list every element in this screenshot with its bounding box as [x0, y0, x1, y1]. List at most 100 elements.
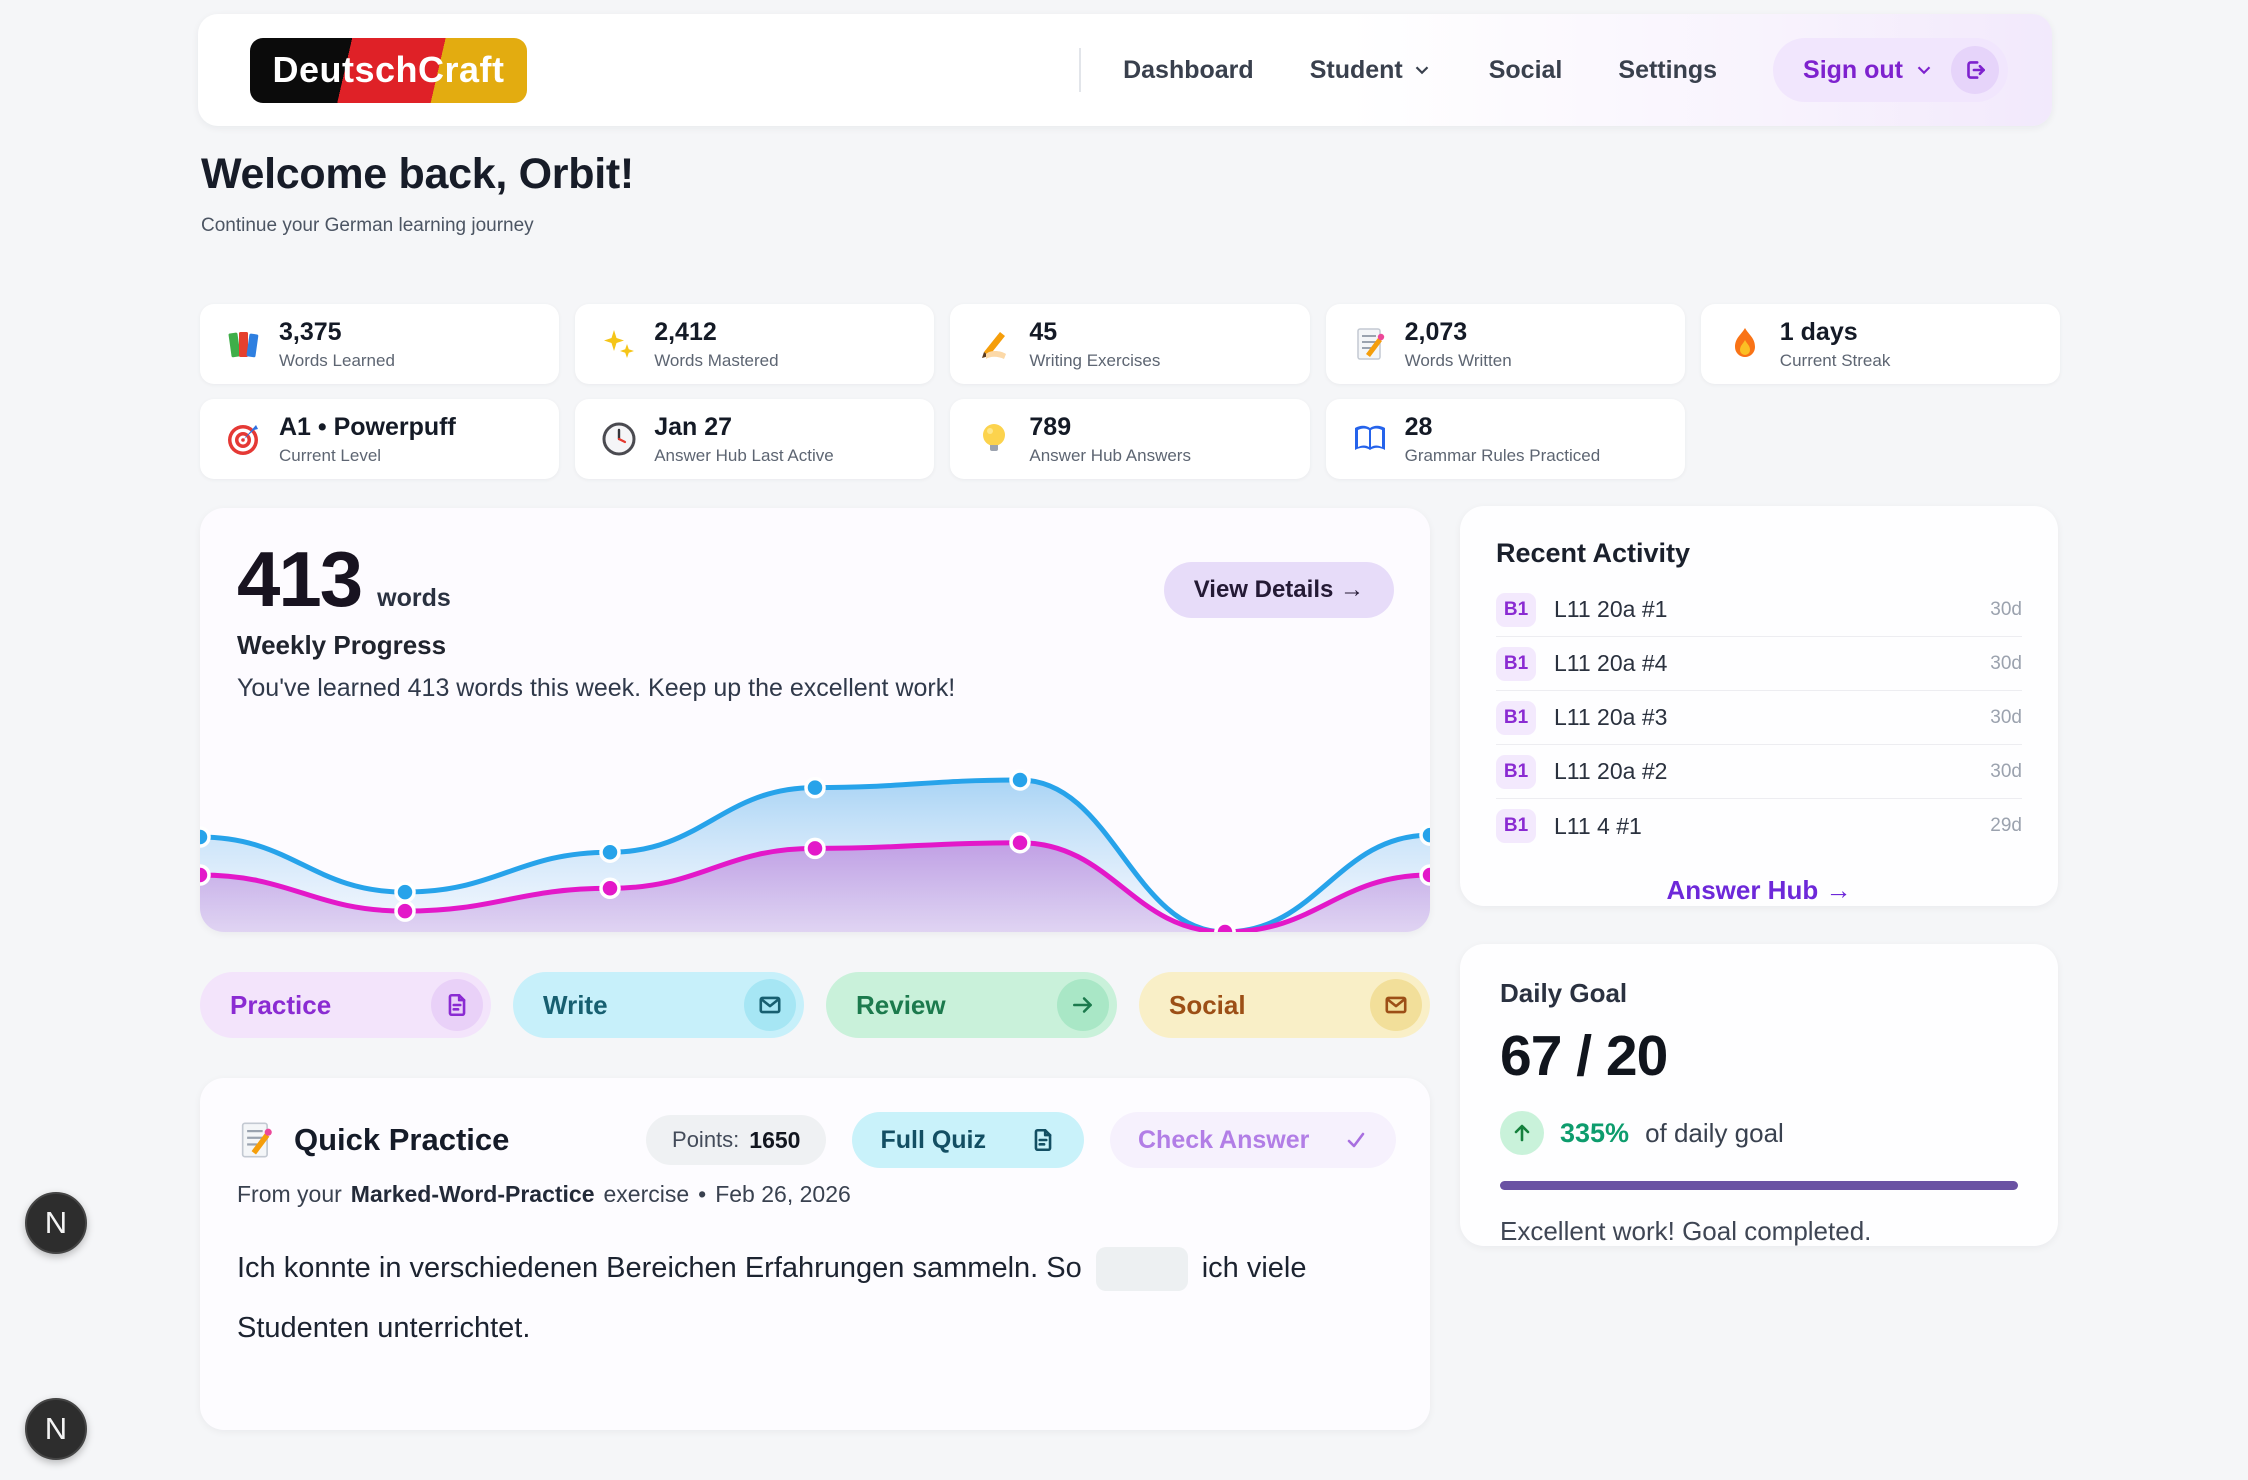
- stat-value: 2,073: [1404, 317, 1468, 346]
- nav-item-settings[interactable]: Settings: [1618, 55, 1718, 84]
- envelope-icon: [1370, 979, 1422, 1031]
- daily-goal-title: Daily Goal: [1500, 978, 1628, 1008]
- stat-label: Answer Hub Last Active: [654, 445, 834, 465]
- stat-value: A1 • Powerpuff: [279, 412, 456, 441]
- recent-activity-card: Recent Activity B1 L11 20a #1 30d B1 L11…: [1460, 506, 2058, 906]
- chevron-down-icon: [1415, 66, 1429, 75]
- logout-icon-button[interactable]: [1951, 46, 1999, 94]
- daily-goal-card: Daily Goal 67 / 20 335% of daily goal Ex…: [1460, 944, 2058, 1246]
- nav-divider: [1079, 48, 1082, 92]
- quick-practice-actions: Points: 1650 Full Quiz Check Answer: [646, 1112, 1396, 1168]
- stat-label: Words Learned: [279, 350, 395, 370]
- stat-card-words-mastered: 2,412 Words Mastered: [575, 304, 935, 384]
- exercise-source-line: From your Marked-Word-Practice exercise …: [237, 1181, 851, 1207]
- progress-unit: words: [377, 584, 451, 612]
- weekly-progress-chart: [200, 769, 1430, 932]
- fire-icon: [1734, 328, 1755, 357]
- stat-label: Writing Exercises: [1029, 350, 1161, 370]
- recent-activity-list: B1 L11 20a #1 30d B1 L11 20a #4 30d B1 L…: [1496, 583, 2022, 853]
- target-icon: [228, 425, 258, 455]
- points-badge: Points: 1650: [646, 1115, 827, 1165]
- logout-icon: [1967, 61, 1985, 79]
- stat-card-answer-hub-answers: 789 Answer Hub Answers: [950, 399, 1310, 479]
- main-nav: Dashboard Student Social Settings Sign o…: [1079, 38, 2052, 102]
- progress-heading: Weekly Progress: [237, 630, 447, 660]
- stat-card-current-streak: 1 days Current Streak: [1700, 304, 2060, 384]
- stat-card-writing-exercises: 45 Writing Exercises: [950, 304, 1310, 384]
- list-item[interactable]: B1 L11 4 #1 29d: [1496, 799, 2022, 853]
- nav-item-dashboard[interactable]: Dashboard: [1123, 55, 1254, 84]
- level-badge: B1: [1496, 754, 1536, 789]
- writing-hand-icon: [982, 332, 1007, 359]
- recent-activity-title: Recent Activity: [1496, 538, 1691, 568]
- stat-card-current-level: A1 • Powerpuff Current Level: [200, 399, 560, 479]
- daily-goal-progress-bar: [1500, 1181, 2018, 1190]
- stats-grid: 3,375 Words Learned 2,412 Words Mastered…: [200, 304, 2060, 479]
- stat-card-answer-hub-last-active: Jan 27 Answer Hub Last Active: [575, 399, 935, 479]
- books-icon: [228, 332, 259, 358]
- stat-value: 45: [1029, 317, 1058, 346]
- page-title: Welcome back, Orbit!: [201, 150, 634, 198]
- nav-item-social[interactable]: Social: [1488, 55, 1563, 84]
- stat-value: Jan 27: [654, 412, 733, 441]
- stat-label: Answer Hub Answers: [1029, 445, 1191, 465]
- stat-card-grammar-rules: 28 Grammar Rules Practiced: [1325, 399, 1685, 479]
- arrow-up-icon: [1500, 1111, 1544, 1155]
- full-quiz-button[interactable]: Full Quiz: [852, 1112, 1084, 1168]
- quick-practice-card: Quick Practice Points: 1650 Full Quiz Ch…: [200, 1078, 1430, 1430]
- page-subtitle: Continue your German learning journey: [201, 215, 534, 236]
- stat-value: 28: [1404, 412, 1433, 441]
- stat-value: 2,412: [654, 317, 717, 346]
- sign-out-label: Sign out: [1803, 55, 1903, 84]
- practice-button[interactable]: Practice: [200, 972, 491, 1038]
- weekly-progress-card: 413 words Weekly Progress You've learned…: [200, 508, 1430, 932]
- daily-goal-percent: 335%: [1560, 1117, 1630, 1148]
- chevron-down-icon: [1917, 66, 1931, 75]
- points-value: 1650: [749, 1126, 801, 1153]
- dev-overlay-button[interactable]: N: [25, 1192, 87, 1254]
- answer-hub-link[interactable]: Answer Hub →: [1666, 875, 1852, 905]
- list-item[interactable]: B1 L11 20a #2 30d: [1496, 745, 2022, 799]
- document-icon: [431, 979, 483, 1031]
- bulb-icon: [983, 424, 1006, 451]
- quick-practice-title-row: Quick Practice: [236, 1120, 509, 1160]
- stat-label: Current Level: [279, 445, 382, 465]
- review-button[interactable]: Review: [826, 972, 1117, 1038]
- open-book-icon: [1354, 425, 1385, 450]
- memo-icon: [241, 1122, 272, 1158]
- list-item[interactable]: B1 L11 20a #1 30d: [1496, 583, 2022, 637]
- brand-logo[interactable]: DeutschCraft: [250, 37, 527, 103]
- clock-icon: [602, 422, 636, 456]
- answer-blank-input[interactable]: [1095, 1247, 1188, 1292]
- list-item[interactable]: B1 L11 20a #4 30d: [1496, 637, 2022, 691]
- stat-label: Current Streak: [1779, 350, 1891, 370]
- write-button[interactable]: Write: [513, 972, 804, 1038]
- welcome-section: Welcome back, Orbit! Continue your Germa…: [201, 150, 634, 237]
- arrow-right-icon: [1057, 979, 1109, 1031]
- quick-practice-title: Quick Practice: [294, 1122, 510, 1157]
- stat-card-words-written: 2,073 Words Written: [1325, 304, 1685, 384]
- check-icon: [1347, 1132, 1365, 1148]
- social-button[interactable]: Social: [1139, 972, 1430, 1038]
- stat-label: Words Written: [1404, 350, 1512, 370]
- progress-value: 413: [237, 535, 363, 623]
- practice-sentence: Ich konnte in verschiedenen Bereichen Er…: [237, 1238, 1347, 1358]
- top-navbar: DeutschCraft Dashboard Student Social Se…: [198, 14, 2052, 126]
- nav-item-student[interactable]: Student: [1310, 56, 1433, 85]
- daily-goal-message: Excellent work! Goal completed.: [1500, 1216, 1872, 1246]
- list-item[interactable]: B1 L11 20a #3 30d: [1496, 691, 2022, 745]
- memo-icon: [1356, 328, 1384, 360]
- level-badge: B1: [1496, 700, 1536, 735]
- progress-value-row: 413 words: [237, 534, 451, 625]
- daily-goal-value: 67 / 20: [1500, 1024, 1668, 1088]
- stat-value: 789: [1029, 412, 1072, 441]
- progress-message: You've learned 413 words this week. Keep…: [237, 674, 956, 702]
- dev-overlay-button[interactable]: N: [25, 1398, 87, 1460]
- quick-practice-header: Quick Practice Points: 1650 Full Quiz Ch…: [236, 1112, 1396, 1168]
- exercise-date: Feb 26, 2026: [715, 1181, 851, 1207]
- check-answer-button[interactable]: Check Answer: [1110, 1112, 1396, 1168]
- sparkles-icon: [604, 330, 635, 358]
- sign-out-button[interactable]: Sign out: [1773, 38, 2008, 102]
- stat-label: Words Mastered: [654, 350, 779, 370]
- view-details-button[interactable]: View Details →: [1163, 562, 1394, 618]
